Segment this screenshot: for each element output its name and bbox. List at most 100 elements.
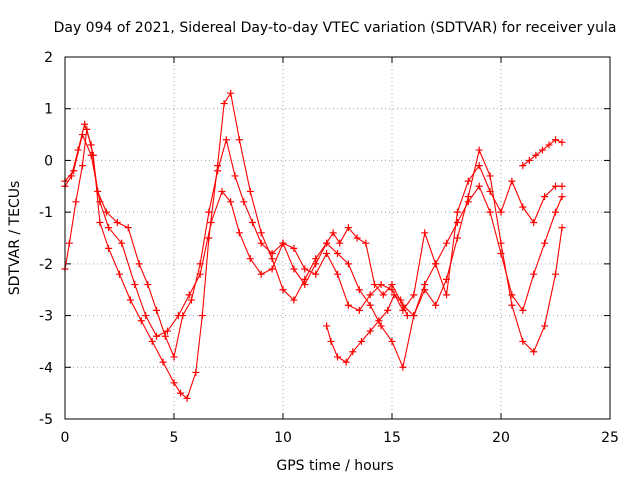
- series-line: [326, 294, 408, 363]
- data-point: [268, 250, 276, 258]
- data-point: [153, 306, 161, 314]
- x-tick-labels: 0 5 10 15 20 25: [61, 430, 619, 446]
- chart-title: Day 094 of 2021, Sidereal Day-to-day VTE…: [54, 20, 617, 36]
- data-point: [344, 260, 352, 268]
- data-point: [390, 291, 398, 299]
- data-point: [235, 136, 243, 144]
- data-point: [87, 151, 95, 159]
- data-point: [257, 270, 265, 278]
- data-point: [552, 270, 559, 278]
- data-point: [375, 317, 383, 325]
- data-point: [65, 239, 73, 247]
- x-tick-label: 25: [601, 430, 619, 446]
- data-point: [323, 322, 331, 330]
- data-point: [541, 239, 549, 247]
- data-point: [377, 281, 385, 289]
- y-tick-label: -5: [39, 412, 53, 428]
- data-point: [185, 291, 193, 299]
- data-point: [530, 348, 538, 356]
- data-point: [248, 218, 256, 226]
- data-point: [519, 203, 527, 211]
- data-point: [159, 358, 167, 366]
- data-point: [329, 229, 337, 237]
- data-point: [508, 177, 516, 185]
- data-point: [349, 348, 357, 356]
- x-tick-label: 20: [492, 430, 510, 446]
- data-point: [81, 120, 89, 128]
- series-line: [64, 123, 562, 358]
- data-point: [421, 229, 429, 237]
- data-point: [246, 187, 254, 195]
- data-point: [323, 239, 331, 247]
- series-track-e: [519, 136, 566, 170]
- data-point: [218, 187, 226, 195]
- y-tick-label: 1: [44, 102, 53, 118]
- data-point: [290, 244, 298, 252]
- y-tick-labels: -5 -4 -3 -2 -1 0 1 2: [39, 50, 53, 428]
- data-point: [131, 281, 139, 289]
- data-point: [552, 182, 559, 190]
- data-point: [336, 239, 344, 247]
- data-point: [541, 322, 549, 330]
- y-tick-label: 2: [44, 50, 53, 66]
- data-point: [301, 281, 309, 289]
- data-point: [475, 182, 483, 190]
- data-point: [142, 312, 150, 320]
- data-point: [220, 100, 228, 108]
- data-point: [196, 270, 204, 278]
- data-point: [227, 198, 235, 206]
- data-point: [432, 301, 440, 309]
- data-point: [410, 291, 418, 299]
- data-point: [334, 270, 341, 278]
- data-point: [116, 270, 123, 278]
- data-point: [541, 193, 549, 201]
- data-point: [268, 265, 276, 273]
- data-point: [532, 151, 540, 159]
- data-point: [334, 353, 341, 361]
- data-point: [355, 286, 363, 294]
- data-point: [126, 296, 134, 304]
- data-point: [355, 306, 363, 314]
- data-point: [530, 218, 538, 226]
- data-point: [366, 327, 374, 335]
- y-tick-label: -1: [39, 205, 53, 221]
- data-point: [301, 265, 309, 273]
- data-point: [552, 136, 559, 144]
- data-point: [177, 389, 185, 397]
- data-point: [235, 229, 243, 237]
- data-point: [497, 208, 505, 216]
- x-tick-label: 10: [274, 430, 292, 446]
- data-point: [312, 270, 320, 278]
- data-point: [384, 306, 392, 314]
- data-point: [327, 337, 335, 345]
- data-point: [377, 322, 385, 330]
- data-point: [443, 239, 450, 247]
- data-point: [290, 265, 298, 273]
- series-track-a: [61, 89, 566, 402]
- data-point: [102, 208, 110, 216]
- plot-frame: [64, 56, 611, 420]
- data-point: [475, 162, 483, 170]
- data-point: [403, 312, 411, 320]
- data-point: [519, 162, 527, 170]
- series-line: [64, 134, 563, 337]
- data-point: [174, 312, 182, 320]
- data-point: [323, 250, 331, 258]
- data-point: [105, 224, 113, 232]
- data-point: [227, 89, 235, 97]
- data-point: [240, 198, 248, 206]
- data-point: [105, 244, 113, 252]
- data-point: [432, 260, 440, 268]
- data-point: [312, 260, 320, 268]
- data-point: [137, 317, 145, 325]
- data-point: [70, 167, 78, 175]
- x-tick-label: 15: [383, 430, 401, 446]
- data-point: [279, 286, 287, 294]
- data-point: [453, 218, 461, 226]
- data-point: [205, 208, 213, 216]
- data-point: [388, 281, 396, 289]
- data-point: [135, 260, 143, 268]
- data-point: [207, 218, 215, 226]
- data-layer: [61, 89, 566, 402]
- data-point: [453, 208, 461, 216]
